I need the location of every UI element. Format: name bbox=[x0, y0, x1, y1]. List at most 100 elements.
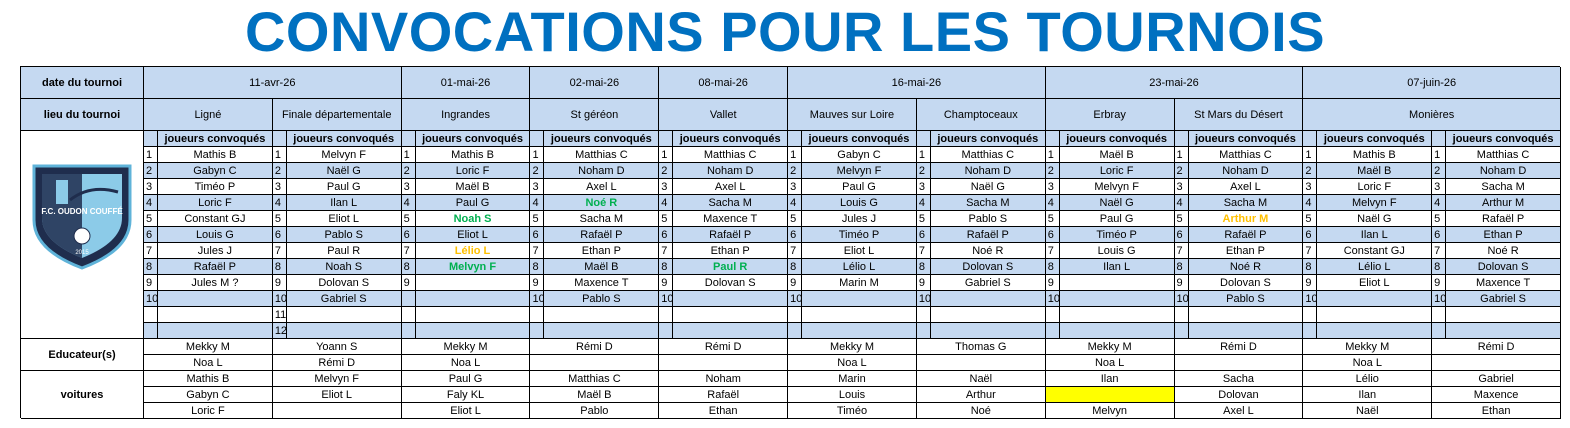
player-number: 6 bbox=[788, 227, 803, 243]
tournament-place: Vallet bbox=[659, 99, 789, 131]
player-name: Rafaël P bbox=[673, 227, 789, 243]
player-number: 9 bbox=[659, 275, 674, 291]
player-name: Ilan L bbox=[1317, 227, 1433, 243]
player-number: 5 bbox=[401, 211, 416, 227]
player-number: 9 bbox=[1045, 275, 1060, 291]
player-name: Matthias C bbox=[673, 147, 789, 163]
player-number: 10 bbox=[272, 291, 287, 307]
players-header: joueurs convoqués bbox=[1059, 131, 1175, 147]
player-name: Noham D bbox=[544, 163, 660, 179]
number-cell bbox=[788, 131, 803, 147]
player-name: Matthias C bbox=[930, 147, 1046, 163]
player-number: 10 bbox=[659, 291, 674, 307]
player-number: 7 bbox=[530, 243, 545, 259]
player-number: 1 bbox=[1174, 147, 1189, 163]
player-number: 2 bbox=[272, 163, 287, 179]
player-name: Gabriel S bbox=[1446, 291, 1561, 307]
players-header: joueurs convoqués bbox=[1446, 131, 1561, 147]
player-name bbox=[415, 307, 531, 323]
player-number: 7 bbox=[272, 243, 287, 259]
player-number: 3 bbox=[144, 179, 158, 195]
player-number: 6 bbox=[659, 227, 674, 243]
player-number: 3 bbox=[1432, 179, 1447, 195]
player-number: 7 bbox=[1432, 243, 1447, 259]
player-name: Rafaël P bbox=[930, 227, 1046, 243]
player-number: 6 bbox=[401, 227, 416, 243]
player-name: Melvyn F bbox=[1059, 179, 1175, 195]
player-number: 5 bbox=[916, 211, 931, 227]
player-number: 3 bbox=[1045, 179, 1060, 195]
player-name: Noham D bbox=[1446, 163, 1561, 179]
logo-year: 2015 bbox=[75, 250, 89, 256]
player-number bbox=[1045, 323, 1060, 339]
player-number: 9 bbox=[530, 275, 545, 291]
player-number: 2 bbox=[1303, 163, 1318, 179]
player-name: Noham D bbox=[1188, 163, 1304, 179]
player-name: Noah S bbox=[286, 259, 402, 275]
player-name: Paul R bbox=[673, 259, 789, 275]
player-number: 1 bbox=[1045, 147, 1060, 163]
player-name: Maël B bbox=[415, 179, 531, 195]
educator: Rémi D bbox=[1174, 339, 1304, 355]
player-number bbox=[1303, 323, 1318, 339]
player-name: Naël G bbox=[286, 163, 402, 179]
car-driver: Sacha bbox=[1174, 371, 1304, 387]
educator bbox=[1174, 355, 1304, 371]
number-cell bbox=[530, 131, 545, 147]
player-name: Louis G bbox=[1059, 243, 1175, 259]
player-name: Matthias C bbox=[544, 147, 660, 163]
player-number: 4 bbox=[401, 195, 416, 211]
player-name: Eliot L bbox=[1317, 275, 1433, 291]
player-number: 9 bbox=[1432, 275, 1447, 291]
player-number: 12 bbox=[272, 323, 287, 339]
player-name: Maxence T bbox=[544, 275, 660, 291]
player-name bbox=[930, 307, 1046, 323]
player-name bbox=[1059, 275, 1175, 291]
player-name: Ethan P bbox=[673, 243, 789, 259]
tournament-place: St géréon bbox=[530, 99, 660, 131]
player-number: 3 bbox=[788, 179, 803, 195]
logo-text: F.C. OUDON COUFFÉ bbox=[41, 207, 123, 216]
player-number bbox=[401, 307, 416, 323]
player-name: Dolovan S bbox=[1188, 275, 1304, 291]
player-number: 11 bbox=[272, 307, 287, 323]
player-name: Axel L bbox=[673, 179, 789, 195]
player-number: 2 bbox=[788, 163, 803, 179]
player-name bbox=[158, 323, 273, 339]
player-name bbox=[802, 307, 917, 323]
row-label: Educateur(s) bbox=[21, 339, 144, 371]
player-name: Noah S bbox=[415, 211, 531, 227]
car-driver: Maël B bbox=[530, 387, 660, 403]
player-number: 6 bbox=[530, 227, 545, 243]
educator: Mekky M bbox=[1045, 339, 1175, 355]
player-number: 7 bbox=[659, 243, 674, 259]
player-name: Melvyn F bbox=[415, 259, 531, 275]
player-name: Ethan P bbox=[1446, 227, 1561, 243]
player-name bbox=[802, 323, 917, 339]
car-driver: Melvyn F bbox=[272, 371, 402, 387]
player-name: Dolovan S bbox=[673, 275, 789, 291]
player-name bbox=[1059, 323, 1175, 339]
player-number: 10 bbox=[1303, 291, 1318, 307]
player-number: 6 bbox=[1045, 227, 1060, 243]
player-name: Melvyn F bbox=[802, 163, 917, 179]
player-number: 3 bbox=[401, 179, 416, 195]
player-name: Sacha M bbox=[1446, 179, 1561, 195]
educator: Thomas G bbox=[916, 339, 1046, 355]
player-name: Louis G bbox=[158, 227, 273, 243]
player-number: 7 bbox=[788, 243, 803, 259]
player-number: 4 bbox=[272, 195, 287, 211]
player-name: Naël G bbox=[930, 179, 1046, 195]
player-number: 6 bbox=[272, 227, 287, 243]
number-cell bbox=[1432, 131, 1447, 147]
player-name: Axel L bbox=[544, 179, 660, 195]
player-name bbox=[1059, 291, 1175, 307]
player-number: 8 bbox=[272, 259, 287, 275]
car-driver: Paul G bbox=[401, 371, 531, 387]
player-number: 10 bbox=[1045, 291, 1060, 307]
players-header: joueurs convoqués bbox=[930, 131, 1046, 147]
player-name bbox=[1446, 307, 1561, 323]
car-driver: Ethan bbox=[1432, 403, 1561, 419]
player-name: Mathis B bbox=[158, 147, 273, 163]
player-number: 10 bbox=[1432, 291, 1447, 307]
